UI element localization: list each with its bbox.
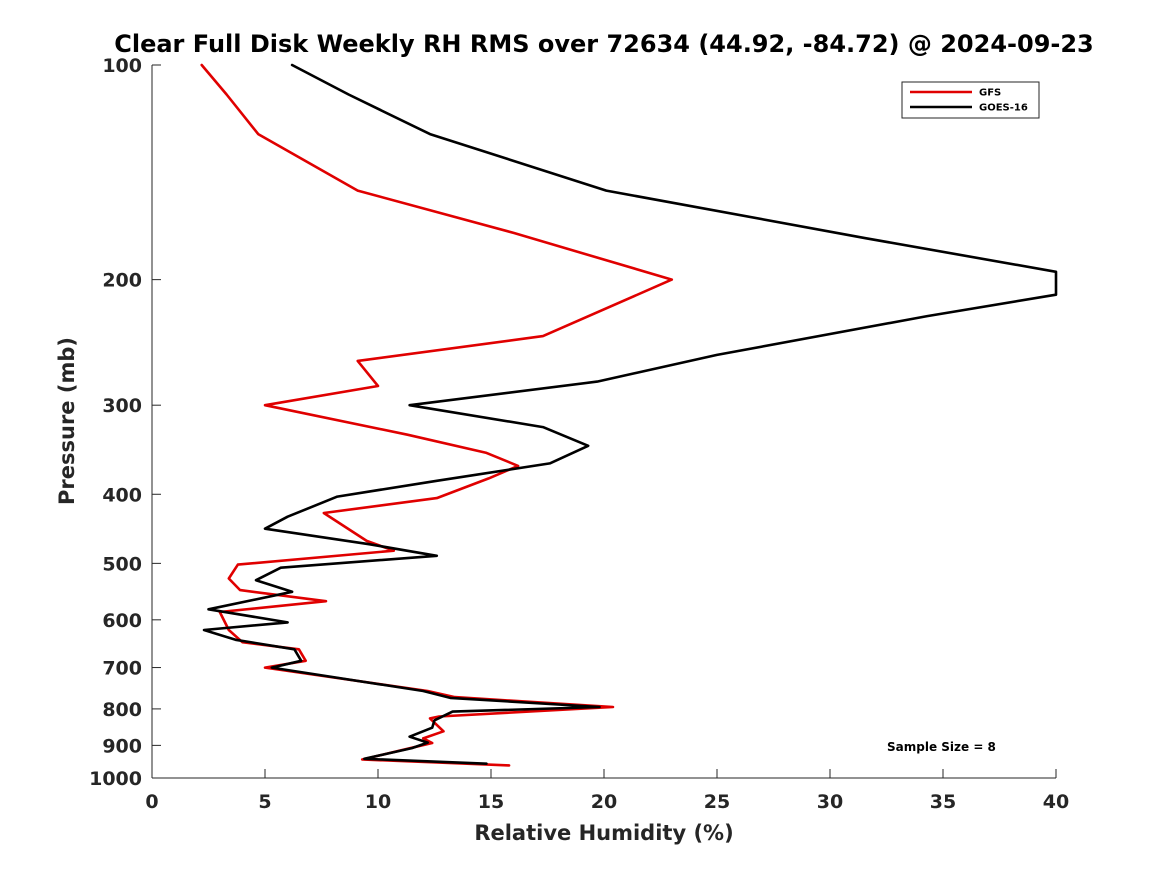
x-tick-label: 20 (591, 791, 617, 813)
x-tick-label: 0 (145, 791, 158, 813)
x-axis-ticks: 0 5 10 15 20 25 30 35 40 (145, 769, 1069, 813)
y-tick-label: 400 (102, 484, 142, 506)
legend: GFS GOES-16 (901, 81, 1040, 119)
series-line-gfs (200, 63, 674, 767)
x-tick-label: 35 (930, 791, 956, 813)
y-tick-label: 700 (102, 658, 142, 680)
chart-title: Clear Full Disk Weekly RH RMS over 72634… (114, 30, 1094, 58)
y-tick-label: 500 (102, 553, 142, 575)
y-axis-label: Pressure (mb) (55, 337, 79, 505)
y-tick-label: 300 (102, 395, 142, 417)
x-tick-label: 10 (365, 791, 391, 813)
y-axis-ticks: 100 200 300 400 500 600 700 800 900 1000 (89, 55, 161, 790)
legend-label-gfs: GFS (979, 88, 1001, 99)
x-axis-label: Relative Humidity (%) (474, 821, 733, 845)
y-tick-label: 1000 (89, 768, 142, 790)
y-tick-label: 100 (102, 55, 142, 77)
y-tick-label: 200 (102, 270, 142, 292)
x-tick-label: 25 (704, 791, 730, 813)
x-tick-label: 30 (817, 791, 843, 813)
y-tick-label: 600 (102, 610, 142, 632)
plot-series (200, 63, 1058, 767)
x-tick-label: 40 (1043, 791, 1069, 813)
sample-size-annotation: Sample Size = 8 (887, 740, 996, 754)
legend-label-goes16: GOES-16 (979, 103, 1028, 114)
legend-box (901, 81, 1040, 119)
x-tick-label: 5 (258, 791, 271, 813)
y-tick-label: 800 (102, 699, 142, 721)
y-tick-label: 900 (102, 735, 142, 757)
series-line-goes16 (202, 63, 1058, 766)
x-tick-label: 15 (478, 791, 504, 813)
